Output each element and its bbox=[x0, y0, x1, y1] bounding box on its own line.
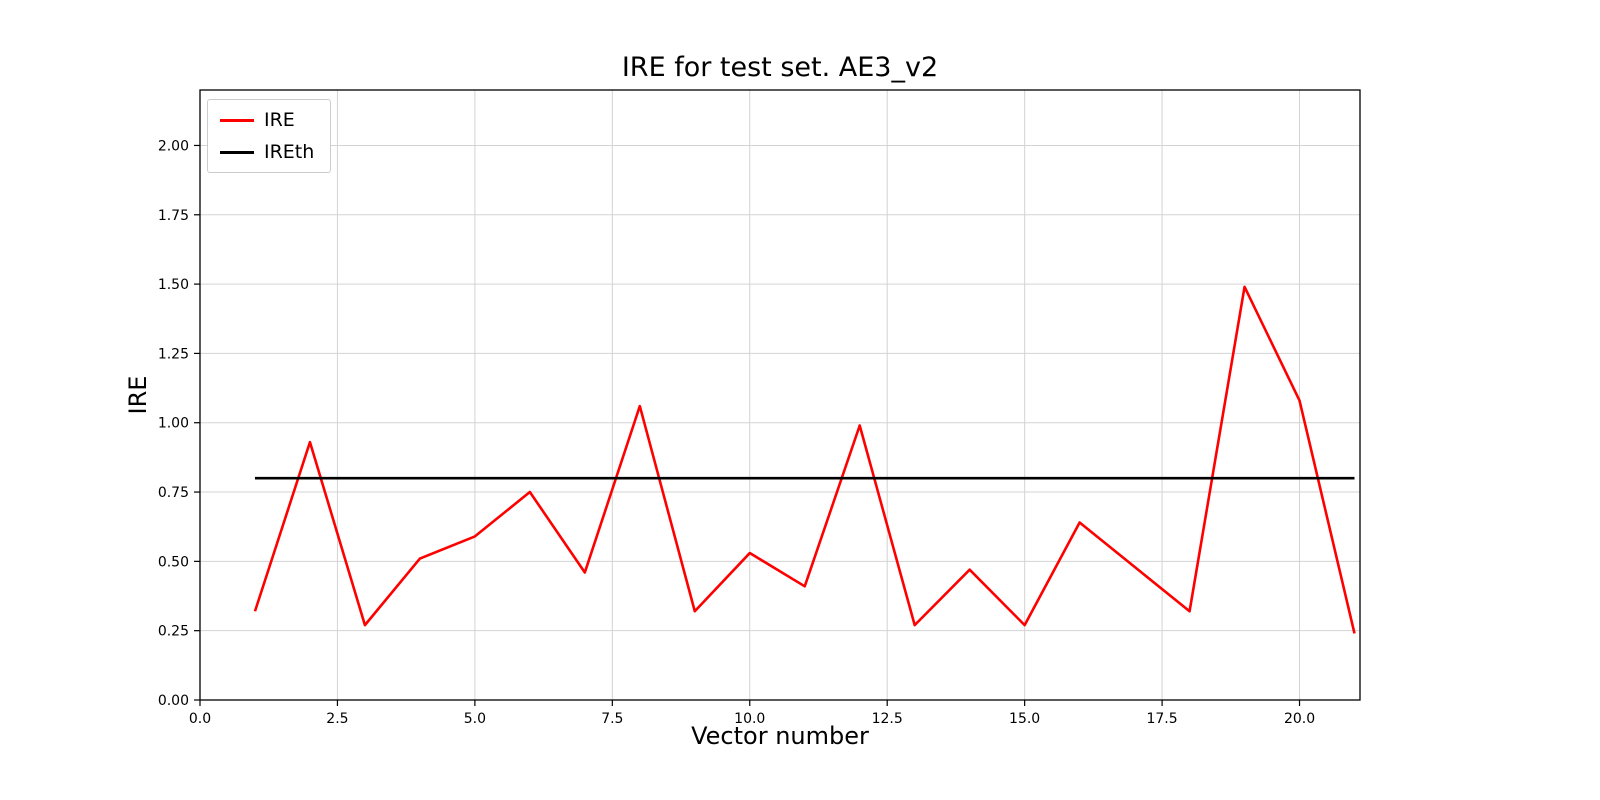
x-tick-label: 17.5 bbox=[1146, 711, 1177, 727]
y-tick-label: 0.75 bbox=[158, 485, 189, 501]
y-tick-label: 1.75 bbox=[158, 208, 189, 224]
y-tick-label: 0.50 bbox=[158, 554, 189, 570]
x-axis-label: Vector number bbox=[691, 722, 869, 750]
x-tick-label: 5.0 bbox=[464, 711, 486, 727]
legend-item-ireth: IREth bbox=[220, 141, 314, 163]
legend-item-ire: IRE bbox=[220, 109, 314, 131]
y-tick-label: 2.00 bbox=[158, 138, 189, 154]
legend-label-ireth: IREth bbox=[264, 141, 315, 163]
x-tick-label: 20.0 bbox=[1284, 711, 1315, 727]
legend-line-swatch-ireth bbox=[220, 150, 254, 154]
x-tick-label: 2.5 bbox=[326, 711, 348, 727]
x-tick-label: 15.0 bbox=[1009, 711, 1040, 727]
y-tick-label: 0.00 bbox=[158, 693, 189, 709]
x-tick-label: 10.0 bbox=[734, 711, 765, 727]
y-tick-label: 0.25 bbox=[158, 624, 189, 640]
y-tick-label: 1.50 bbox=[158, 277, 189, 293]
legend: IRE IREth bbox=[207, 99, 332, 173]
y-tick-label: 1.00 bbox=[158, 416, 189, 432]
axes-box bbox=[199, 89, 1361, 701]
x-tick-label: 7.5 bbox=[601, 711, 623, 727]
chart-title: IRE for test set. AE3_v2 bbox=[621, 52, 939, 83]
legend-label-ire: IRE bbox=[264, 109, 295, 131]
series-line-ire bbox=[253, 285, 1356, 634]
legend-line-swatch-ire bbox=[220, 118, 254, 122]
x-tick-label: 12.5 bbox=[872, 711, 903, 727]
x-tick-label: 0.0 bbox=[189, 711, 211, 727]
y-tick-label: 1.25 bbox=[158, 346, 189, 362]
